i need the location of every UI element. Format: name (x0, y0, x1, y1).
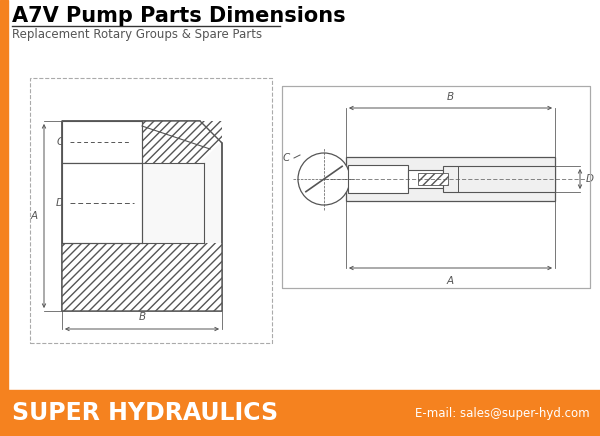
Bar (348, 165, 408, 193)
Bar (408, 170, 443, 188)
Circle shape (298, 153, 350, 205)
Polygon shape (200, 121, 222, 163)
Bar (418, 173, 448, 185)
Bar (0, 390, 600, 436)
Text: B: B (139, 312, 146, 322)
Text: C: C (57, 137, 64, 147)
Bar (62, 243, 222, 311)
Polygon shape (62, 121, 222, 311)
Text: A7V Pump Parts Dimensions: A7V Pump Parts Dimensions (12, 6, 346, 26)
Text: SUPER HYDRAULICS: SUPER HYDRAULICS (12, 401, 278, 425)
Bar (443, 166, 555, 192)
Text: D: D (586, 174, 594, 184)
Text: Replacement Rotary Groups & Spare Parts: Replacement Rotary Groups & Spare Parts (12, 28, 262, 41)
Bar (30, 78, 272, 343)
Bar (346, 157, 555, 201)
Text: C: C (283, 153, 290, 163)
Text: D: D (56, 198, 64, 208)
Bar (62, 121, 200, 163)
Text: A: A (31, 211, 38, 221)
Text: A: A (447, 276, 454, 286)
Bar (0, 0, 8, 390)
Text: E-mail: sales@super-hyd.com: E-mail: sales@super-hyd.com (415, 406, 590, 419)
Text: B: B (447, 92, 454, 102)
Bar (282, 86, 590, 288)
Bar (62, 163, 142, 243)
Bar (62, 121, 142, 163)
Bar (282, 86, 590, 288)
